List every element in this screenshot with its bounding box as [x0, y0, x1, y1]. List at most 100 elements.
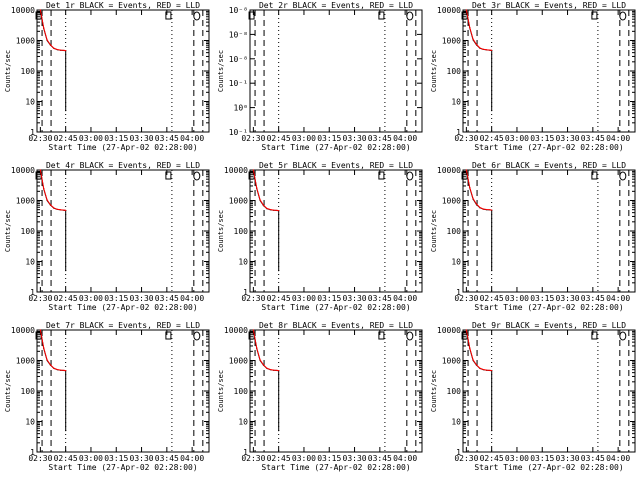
x-tick-label: 03:45	[155, 134, 179, 143]
chart-title: Det 7r BLACK = Events, RED = LLD	[46, 321, 200, 330]
x-axis-label: Start Time (27-Apr-02 02:28:00)	[48, 143, 197, 152]
chart-panel-9: Det 9r BLACK = Events, RED = LLD Counts/s…	[430, 321, 636, 472]
plot-frame	[249, 9, 423, 133]
series-line	[252, 329, 280, 431]
y-axis-label: Counts/sec	[4, 50, 12, 92]
y-tick-label: 1000	[442, 197, 461, 206]
x-tick-label: 02:45	[267, 134, 291, 143]
data-point	[46, 359, 48, 361]
x-axis-label: Start Time (27-Apr-02 02:28:00)	[261, 303, 410, 312]
chart-panel-1: Det 1r BLACK = Events, RED = LLD Counts/s…	[4, 1, 210, 152]
data-point	[65, 209, 67, 211]
data-point	[491, 209, 493, 211]
x-tick-label: 02:45	[54, 454, 78, 463]
series-line	[39, 169, 67, 271]
x-tick-label: 02:45	[267, 454, 291, 463]
data-point	[486, 208, 488, 211]
data-point	[63, 209, 65, 211]
marker-glyph	[406, 171, 414, 181]
x-axis-label: Start Time (27-Apr-02 02:28:00)	[48, 303, 197, 312]
y-tick-label: 10	[451, 98, 461, 107]
x-tick-label: 03:15	[317, 294, 341, 303]
data-point	[482, 368, 484, 371]
y-tick-label: 10000	[437, 326, 461, 335]
data-point	[262, 364, 265, 366]
data-point	[39, 9, 41, 11]
data-point	[491, 49, 493, 51]
y-tick-label: 100	[447, 387, 462, 396]
x-tick-label: 03:30	[130, 454, 154, 463]
x-tick-label: 03:00	[292, 294, 316, 303]
data-point	[486, 369, 488, 371]
data-point	[273, 209, 275, 211]
data-point	[491, 430, 493, 432]
data-point	[49, 204, 52, 206]
chart-title: Det 9r BLACK = Events, RED = LLD	[472, 321, 626, 330]
data-point	[472, 38, 474, 40]
x-axis-label: Start Time (27-Apr-02 02:28:00)	[261, 143, 410, 152]
data-point	[60, 369, 62, 371]
chart-title: Det 2r BLACK = Events, RED = LLD	[259, 1, 413, 10]
x-tick-label: 03:45	[155, 294, 179, 303]
marker-glyph	[406, 331, 414, 341]
y-tick-label: 10	[238, 258, 248, 267]
data-point	[43, 347, 45, 349]
x-tick-label: 02:30	[28, 454, 52, 463]
x-tick-label: 03:00	[505, 294, 529, 303]
x-tick-label: 03:00	[79, 454, 103, 463]
x-tick-label: 04:00	[606, 134, 630, 143]
plot-frame	[36, 329, 210, 453]
x-tick-label: 03:30	[343, 454, 367, 463]
marker-glyph	[406, 11, 414, 21]
data-point	[56, 48, 58, 51]
data-point	[278, 430, 280, 432]
data-point	[465, 329, 467, 331]
plot-frame	[36, 9, 210, 133]
y-tick-label: 1	[456, 288, 461, 297]
chart-title: Det 8r BLACK = Events, RED = LLD	[259, 321, 413, 330]
series-line	[252, 329, 279, 372]
y-axis-label: Counts/sec	[217, 210, 225, 252]
y-tick-label: 100	[21, 67, 36, 76]
y-tick-label: 1000	[16, 197, 35, 206]
data-point	[489, 369, 491, 371]
x-tick-label: 03:30	[130, 294, 154, 303]
y-tick-label: 10	[238, 418, 248, 427]
x-tick-label: 03:15	[530, 134, 554, 143]
data-point	[278, 370, 280, 372]
data-point	[252, 169, 254, 171]
data-point	[278, 210, 280, 212]
marker-glyph	[193, 171, 201, 181]
data-point	[262, 204, 265, 206]
x-tick-label: 02:30	[454, 294, 478, 303]
x-tick-label: 04:00	[606, 454, 630, 463]
y-axis-label: Counts/sec	[4, 210, 12, 252]
marker-glyph	[165, 11, 172, 20]
data-point	[276, 209, 278, 211]
data-point	[475, 43, 478, 46]
chart-title: Det 6r BLACK = Events, RED = LLD	[472, 161, 626, 170]
data-point	[479, 206, 481, 209]
data-point	[46, 39, 48, 41]
data-point	[475, 364, 478, 366]
data-point	[53, 47, 55, 49]
x-tick-label: 03:30	[556, 294, 580, 303]
marker-glyph	[193, 331, 201, 341]
x-tick-label: 03:15	[317, 134, 341, 143]
y-tick-label: 10000	[437, 166, 461, 175]
x-axis-label: Start Time (27-Apr-02 02:28:00)	[48, 463, 197, 472]
x-tick-label: 02:30	[241, 294, 265, 303]
marker-glyph	[165, 331, 172, 340]
x-tick-label: 04:00	[606, 294, 630, 303]
x-tick-label: 03:00	[79, 294, 103, 303]
chart-title: Det 1r BLACK = Events, RED = LLD	[46, 1, 200, 10]
x-tick-label: 03:30	[343, 294, 367, 303]
x-tick-label: 04:00	[180, 294, 204, 303]
y-tick-label: 10⁻¹	[229, 79, 248, 88]
series-line	[39, 169, 66, 211]
data-point	[53, 207, 55, 209]
x-tick-label: 03:00	[79, 134, 103, 143]
x-tick-label: 02:30	[454, 454, 478, 463]
x-tick-label: 03:15	[317, 454, 341, 463]
